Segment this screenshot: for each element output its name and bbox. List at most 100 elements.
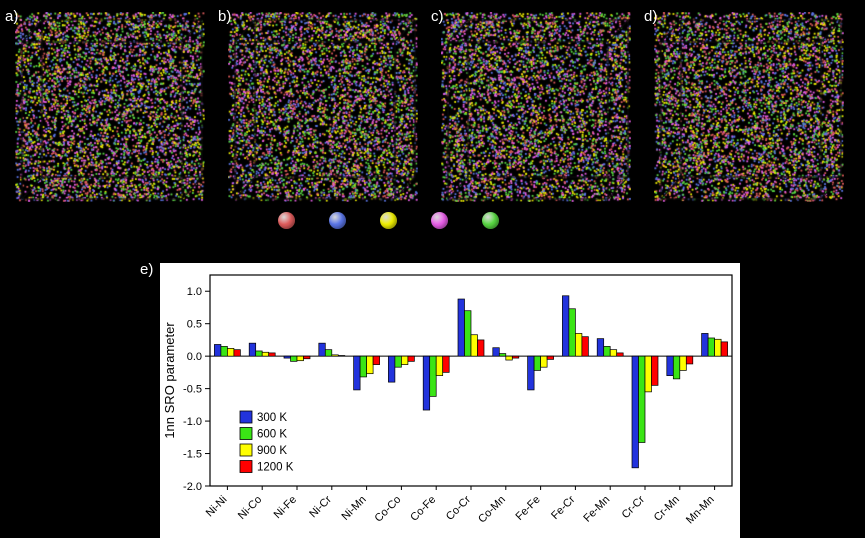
bar-Fe-Cr-1200K (581, 336, 589, 357)
x-tick-label: Mn-Mn (684, 494, 717, 527)
legend-sphere-yellow-atom (380, 212, 397, 229)
bar-Ni-Fe-1200K (303, 355, 311, 360)
bar-Ni-Co-1200K (268, 352, 276, 357)
bar-Ni-Ni-600K (220, 346, 228, 357)
bar-Cr-Cr-600K (638, 355, 646, 443)
atom-box-canvas-a (15, 12, 205, 202)
bar-Ni-Ni-900K (227, 348, 235, 357)
y-axis-label: 1nn SRO parameter (162, 322, 177, 439)
chart-legend: 300 K 600 K 900 K 1200 K (239, 410, 294, 474)
bar-Co-Co-1200K (407, 355, 415, 362)
panel-label-d: d) (644, 8, 658, 25)
x-tick-label: Ni-Mn (339, 494, 368, 523)
bar-Co-Cr-300K (457, 298, 465, 357)
y-tick-label: 0.5 (187, 319, 202, 331)
simulation-snapshot-a: a) (5, 8, 210, 210)
bar-Cr-Mn-900K (679, 355, 687, 371)
bar-Fe-Cr-300K (562, 295, 570, 357)
atom-color-legend (278, 212, 499, 229)
legend-label: 600 K (257, 429, 287, 441)
bar-Co-Fe-300K (422, 355, 431, 411)
bar-Co-Co-300K (388, 355, 396, 383)
legend-sphere-green-atom (482, 212, 499, 229)
bar-Co-Mn-300K (492, 347, 500, 357)
panel-label-e: e) (140, 261, 154, 278)
bar-Ni-Mn-300K (353, 355, 361, 391)
x-tick-label: Ni-Fe (272, 494, 299, 521)
panel-label-b: b) (218, 8, 232, 25)
bar-Ni-Cr-1200K (337, 355, 346, 357)
y-tick-label: -1.0 (183, 416, 202, 428)
bar-Fe-Mn-300K (596, 338, 605, 357)
bar-Mn-Mn-300K (701, 333, 709, 357)
bar-Ni-Fe-600K (290, 355, 298, 362)
sro-bar-chart: 1.0 0.5 0.0 -0.5 -1.0 -1.5 -2.0 1nn SRO paramet… (160, 263, 740, 538)
bar-Cr-Mn-600K (672, 355, 681, 380)
bar-Cr-Cr-1200K (651, 355, 659, 386)
bar-Ni-Co-900K (261, 351, 270, 357)
x-tick-label: Fe-Mn (581, 494, 612, 525)
bar-Ni-Fe-300K (283, 355, 291, 359)
legend-label: 1200 K (257, 462, 294, 474)
x-tick-label: Fe-Cr (549, 493, 578, 522)
bar-Ni-Co-600K (255, 350, 263, 357)
legend-label: 300 K (257, 412, 287, 424)
x-tick-label: Ni-Ni (204, 494, 230, 520)
bar-Co-Co-600K (394, 355, 402, 368)
bar-Fe-Mn-900K (609, 349, 618, 357)
bar-Fe-Cr-600K (568, 308, 576, 357)
bar-Co-Fe-600K (429, 355, 437, 397)
bar-Ni-Mn-600K (359, 355, 367, 378)
legend-sphere-red-atom (278, 212, 295, 229)
y-tick-label: -2.0 (183, 481, 202, 493)
bar-Ni-Cr-600K (324, 349, 333, 357)
bar-Mn-Mn-900K (714, 338, 722, 357)
bar-Cr-Mn-1200K (685, 355, 694, 365)
legend-label: 900 K (257, 445, 287, 457)
simulation-snapshot-d: d) (644, 8, 849, 210)
bar-Fe-Fe-1200K (546, 355, 554, 360)
legend-sphere-magenta-atom (431, 212, 448, 229)
bar-Co-Cr-900K (470, 334, 478, 357)
x-tick-label: Ni-Co (236, 494, 264, 522)
bar-Co-Fe-900K (435, 355, 444, 376)
atom-box-canvas-d (654, 12, 844, 202)
bar-Ni-Mn-1200K (372, 355, 380, 365)
bar-Ni-Fe-900K (296, 355, 304, 362)
legend-swatch-300K (239, 410, 253, 424)
legend-swatch-900K (239, 443, 253, 457)
simulation-snapshot-c: c) (431, 8, 636, 210)
y-tick-label: 1.0 (187, 286, 202, 298)
atom-box-canvas-b (228, 12, 418, 202)
bar-Ni-Cr-300K (318, 342, 326, 357)
panel-label-c: c) (431, 8, 444, 25)
y-tick-label: -0.5 (183, 384, 202, 396)
bar-Fe-Cr-900K (575, 333, 583, 357)
x-tick-label: Cr-Cr (620, 493, 648, 521)
legend-swatch-600K (239, 427, 253, 440)
x-tick-label: Ni-Cr (307, 493, 334, 520)
bar-Ni-Ni-300K (214, 344, 222, 357)
bar-Ni-Co-300K (248, 342, 257, 357)
bar-Cr-Mn-300K (666, 355, 674, 376)
x-tick-label: Co-Cr (444, 493, 473, 522)
bar-Co-Cr-600K (464, 310, 472, 357)
bar-Cr-Cr-900K (644, 355, 652, 393)
legend-swatch-1200K (239, 460, 253, 473)
sro-chart-svg: 1.0 0.5 0.0 -0.5 -1.0 -1.5 -2.0 1nn SRO paramet… (162, 274, 733, 527)
bar-Fe-Mn-1200K (616, 352, 624, 357)
bar-Fe-Fe-300K (527, 355, 535, 391)
bar-Co-Mn-1200K (511, 355, 520, 359)
atom-box-canvas-c (441, 12, 631, 202)
x-tick-label: Cr-Mn (652, 494, 682, 524)
x-tick-label: Fe-Fe (513, 494, 542, 523)
bar-Fe-Fe-900K (540, 355, 548, 368)
bar-Cr-Cr-300K (631, 355, 639, 469)
panel-label-a: a) (5, 8, 19, 25)
bar-Mn-Mn-600K (707, 337, 715, 357)
x-tick-label: Co-Co (373, 494, 404, 525)
bar-Fe-Fe-600K (533, 355, 541, 371)
bar-Ni-Cr-900K (331, 354, 339, 357)
simulation-snapshot-b: b) (218, 8, 423, 210)
